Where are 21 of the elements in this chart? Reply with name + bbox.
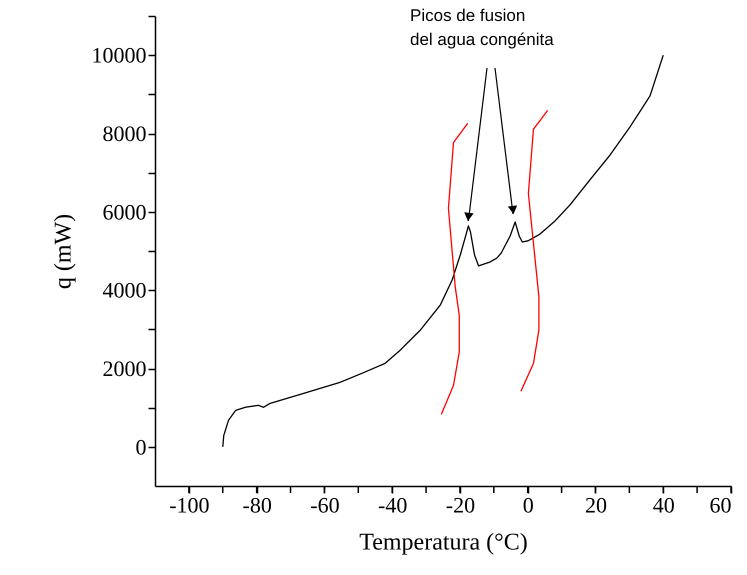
x-tick-label: 40: [652, 492, 675, 518]
x-tick-label: -80: [242, 492, 272, 518]
x-axis-title: Temperatura (°C): [359, 530, 528, 556]
y-tick-label: 8000: [102, 121, 146, 146]
x-tick-label: 60: [710, 492, 732, 518]
y-tick-label: 6000: [102, 199, 146, 224]
y-tick-label: 0: [136, 434, 146, 460]
x-tick-label: -40: [378, 492, 408, 518]
line-series: [440, 122, 468, 415]
annotation: Picos de fusion del agua congénita: [410, 6, 554, 49]
x-tick-label: 0: [522, 492, 534, 518]
line-series: [520, 110, 548, 392]
y-tick-label: 2000: [102, 356, 146, 381]
y-tick-label: 10000: [92, 42, 146, 68]
y-tick-label: 4000: [102, 278, 146, 303]
x-tick-label: -20: [446, 492, 476, 518]
y-axis-title: q (mW): [50, 214, 76, 290]
x-tick-label: -60: [310, 492, 340, 518]
line-series: [222, 54, 664, 448]
x-tick-label: 20: [584, 492, 607, 518]
x-tick-label: -100: [169, 492, 210, 518]
